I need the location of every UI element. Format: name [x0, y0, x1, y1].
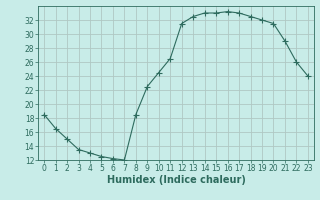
- X-axis label: Humidex (Indice chaleur): Humidex (Indice chaleur): [107, 175, 245, 185]
